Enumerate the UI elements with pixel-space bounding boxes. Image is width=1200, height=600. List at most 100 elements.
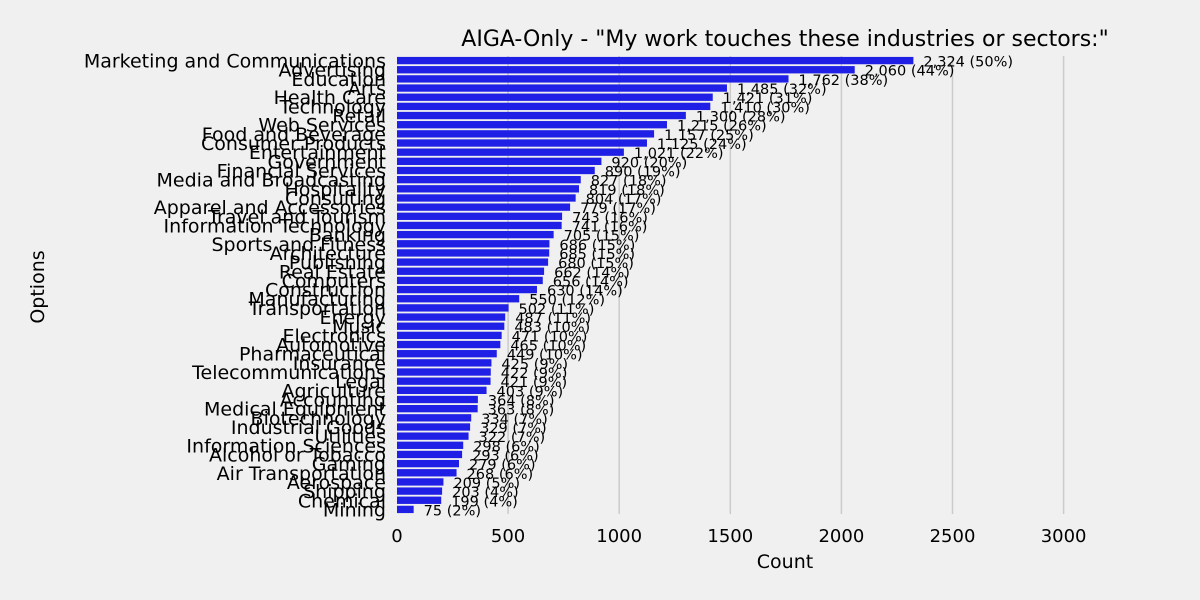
category-label: Air Transportation (217, 463, 386, 485)
category-label: Transportation (248, 298, 386, 320)
category-label: Mining (323, 499, 386, 521)
bar (397, 276, 543, 285)
bar-value-label: 656 (14%) (553, 274, 629, 290)
bar (397, 313, 506, 321)
bar (397, 285, 537, 294)
bar (397, 350, 497, 358)
bar (397, 175, 581, 184)
y-axis-label: Options (27, 250, 49, 323)
bar (397, 478, 444, 486)
bar (397, 450, 463, 459)
bar-value-label: 890 (19%) (605, 165, 681, 181)
category-label: Aerospace (287, 472, 386, 494)
bar-value-label: 449 (10%) (507, 348, 583, 364)
category-label: Electronics (282, 325, 386, 347)
category-label: Gaming (312, 454, 386, 476)
bar-value-label: 1,215 (26%) (677, 119, 767, 135)
bar (397, 322, 505, 330)
bar (397, 340, 501, 349)
x-tick-labels: 0 500 1000 1500 2000 2500 3000 (391, 526, 1086, 547)
category-label: Legal (335, 371, 386, 393)
bar-value-label: 1,021 (22%) (634, 146, 724, 162)
bar-value-label: 1,410 (30%) (720, 100, 810, 116)
bar (397, 386, 487, 395)
category-label: Retail (332, 106, 386, 128)
bar-value-label: 705 (15%) (564, 229, 640, 245)
category-label: Industrial Goods (231, 417, 386, 439)
bar-value-label: 75 (2%) (424, 503, 481, 519)
bar (397, 441, 464, 449)
bar (397, 377, 491, 385)
category-label: Information Technology (164, 215, 386, 237)
bar-value-label: 1,421 (31%) (723, 91, 813, 107)
bar (397, 496, 442, 504)
bar (397, 249, 550, 257)
bar-value-label: 199 (4%) (451, 494, 518, 510)
bars (397, 56, 914, 514)
category-label: Media and Broadcasting (157, 170, 386, 192)
bar (397, 212, 563, 220)
bar (397, 487, 443, 495)
bar (397, 331, 502, 340)
category-label: Manufacturing (248, 289, 386, 311)
bar-value-label: 203 (4%) (452, 485, 519, 501)
category-label: Travel and Tourism (207, 206, 386, 228)
category-label: Shipping (303, 481, 386, 503)
chart-title: AIGA-Only - "My work touches these indus… (461, 27, 1108, 52)
bar-value-label: 686 (15%) (559, 238, 635, 254)
bar (397, 395, 478, 404)
category-label: Medical Equipment (204, 399, 386, 421)
category-label: Architecture (270, 243, 386, 265)
bar-value-label: 680 (15%) (558, 256, 634, 272)
bar (397, 194, 576, 202)
category-label: Financial Services (217, 161, 386, 183)
category-label: Energy (319, 307, 386, 329)
bar (397, 139, 647, 147)
bar-value-label: 550 (12%) (529, 293, 605, 309)
bar-value-label: 279 (6%) (469, 458, 536, 474)
category-label: Information Sciences (186, 435, 386, 457)
bar-value-label: 334 (7%) (481, 412, 548, 428)
bar (397, 157, 602, 166)
bar (397, 368, 491, 376)
category-label: Consulting (285, 188, 386, 210)
category-label: Biotechnology (251, 408, 386, 430)
bar-value-label: 293 (6%) (472, 448, 539, 464)
category-label: Utilities (314, 426, 386, 448)
bar-value-label: 2,324 (50%) (923, 55, 1013, 71)
bar-value-label: 819 (18%) (589, 183, 665, 199)
category-label: Computers (282, 270, 386, 292)
category-label: Education (291, 69, 386, 91)
category-label: Accounting (280, 390, 386, 412)
bar-value-label: 425 (9%) (501, 357, 568, 373)
x-tick-label: 3000 (1041, 526, 1087, 547)
category-label: Publishing (289, 252, 386, 274)
bar-value-label: 827 (18%) (591, 174, 667, 190)
bar (397, 66, 855, 74)
bar (397, 304, 509, 312)
category-label: Advertising (279, 60, 386, 82)
category-label: Entertainment (249, 142, 386, 164)
category-label: Chemical (298, 490, 386, 512)
bar (397, 469, 457, 477)
bar (397, 258, 549, 266)
bar-value-label: 685 (15%) (559, 247, 635, 263)
category-label: Food and Beverage (202, 124, 386, 146)
category-label: Insurance (293, 353, 386, 375)
bar-value-label: 329 (7%) (480, 421, 547, 437)
bar (397, 295, 520, 303)
category-label: Banking (309, 225, 386, 247)
bar-value-label: 363 (8%) (488, 403, 555, 419)
value-labels: 2,324 (50%)2,060 (44%)1,762 (38%)1,485 (… (424, 55, 1013, 520)
bar (397, 423, 471, 431)
bar (397, 121, 667, 129)
category-label: Consumer Products (201, 133, 386, 155)
category-label: Marketing and Communications (84, 51, 386, 73)
bar (397, 148, 624, 156)
bar (397, 267, 545, 275)
bar-value-label: 1,300 (28%) (696, 110, 786, 126)
bar-value-label: 804 (17%) (586, 192, 662, 208)
category-label: Alcohol or Tobacco (209, 444, 386, 466)
category-label: Web Services (258, 115, 386, 137)
